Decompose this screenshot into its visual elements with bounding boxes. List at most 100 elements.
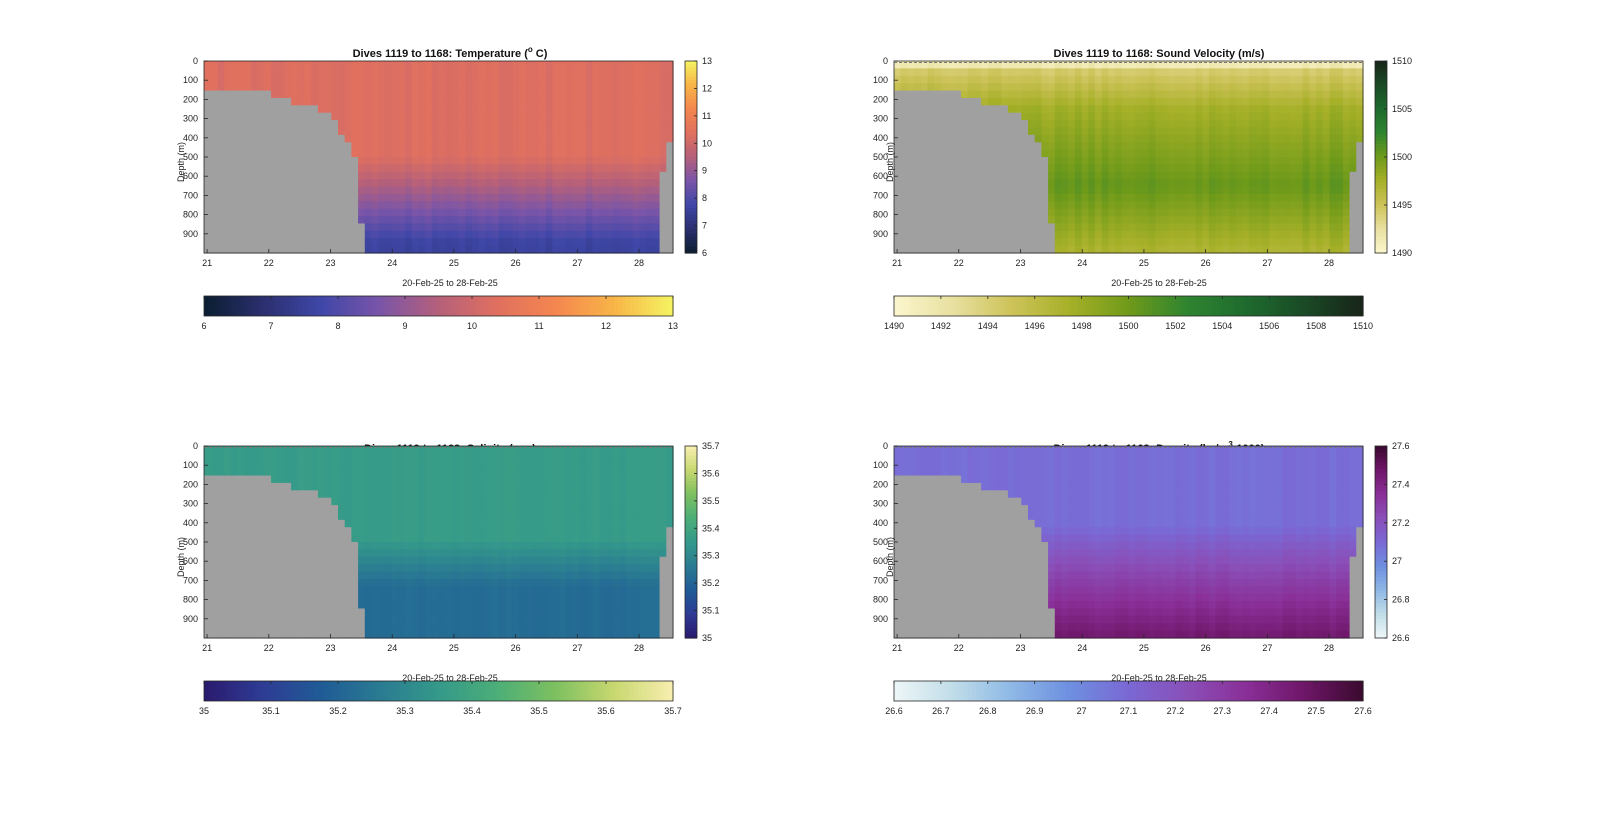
data-cell (659, 149, 667, 158)
data-column (498, 61, 507, 254)
data-cell (927, 245, 935, 254)
data-cell (250, 556, 259, 565)
data-cell (405, 201, 413, 210)
data-cell (384, 186, 393, 195)
data-cell (237, 61, 245, 69)
data-cell (1249, 171, 1257, 180)
data-cell (1121, 142, 1130, 151)
data-cell (559, 68, 567, 77)
data-cell (371, 586, 379, 595)
data-cell (324, 186, 332, 195)
data-cell (1021, 193, 1029, 202)
data-cell (612, 105, 620, 114)
data-cell (297, 201, 306, 210)
data-cell (1001, 179, 1009, 188)
data-cell (1249, 164, 1257, 173)
data-cell (1088, 105, 1096, 114)
data-cell (364, 61, 373, 69)
colorbar-segment (1234, 296, 1239, 316)
data-cell (652, 164, 661, 173)
data-cell (585, 83, 594, 92)
data-cell (1034, 61, 1042, 69)
data-cell (606, 157, 614, 165)
data-cell (224, 120, 232, 129)
data-cell (559, 127, 567, 136)
data-cell (1061, 142, 1069, 151)
data-cell (445, 120, 453, 129)
data-cell (559, 223, 567, 232)
data-cell (204, 68, 212, 77)
colorbar-segment (1167, 296, 1173, 316)
data-cell (324, 571, 332, 580)
data-cell (244, 593, 252, 602)
data-cell (237, 208, 245, 217)
data-cell (465, 134, 473, 143)
data-cell (277, 112, 285, 121)
data-cell (552, 230, 560, 239)
data-cell (1135, 112, 1143, 121)
data-cell (297, 105, 306, 114)
data-column (518, 61, 527, 254)
data-cell (237, 482, 245, 491)
data-cell (492, 223, 500, 232)
colorbar-segment (1042, 296, 1048, 316)
colorbar-segment (481, 296, 486, 316)
data-cell (498, 208, 507, 217)
data-cell (1007, 83, 1016, 92)
data-cell (967, 120, 975, 129)
data-cell (1034, 193, 1042, 202)
data-cell (552, 149, 560, 158)
data-cell (451, 238, 460, 247)
data-cell (498, 142, 507, 151)
data-cell (1188, 127, 1197, 136)
data-cell (1269, 61, 1277, 69)
data-cell (478, 112, 486, 121)
data-cell (358, 593, 366, 602)
data-cell (539, 230, 547, 239)
data-cell (559, 149, 567, 158)
data-cell (1168, 193, 1176, 202)
data-cell (599, 142, 607, 151)
data-cell (974, 61, 982, 69)
colorbar-segment (685, 61, 697, 65)
data-column (250, 61, 259, 254)
colorbar-tick-label: 1508 (1306, 321, 1326, 331)
data-cell (612, 127, 620, 136)
data-cell (264, 142, 272, 151)
data-cell (1128, 223, 1136, 232)
data-cell (1296, 186, 1304, 195)
data-column (465, 61, 473, 254)
data-cell (1208, 164, 1217, 173)
data-cell (271, 120, 279, 129)
data-cell (552, 223, 560, 232)
data-cell (250, 571, 259, 580)
data-cell (257, 586, 265, 595)
data-cell (639, 208, 647, 217)
data-cell (230, 112, 239, 121)
data-cell (940, 149, 949, 158)
data-cell (1255, 230, 1264, 239)
data-cell (1208, 157, 1217, 165)
colorbar-segment (1375, 118, 1387, 123)
data-cell (1088, 157, 1096, 165)
data-cell (250, 505, 259, 514)
data-cell (204, 238, 212, 247)
data-cell (1182, 216, 1190, 225)
data-cell (572, 68, 580, 77)
data-cell (244, 245, 252, 254)
data-cell (230, 527, 239, 536)
data-cell (1322, 186, 1331, 195)
data-cell (1014, 230, 1022, 239)
data-cell (1162, 238, 1170, 247)
data-cell (532, 164, 540, 173)
data-cell (518, 90, 527, 99)
data-cell (1141, 68, 1150, 77)
data-column (907, 61, 915, 254)
data-cell (934, 61, 942, 69)
data-cell (1081, 245, 1089, 254)
data-cell (210, 615, 218, 624)
data-cell (927, 186, 935, 195)
colorbar-segment (563, 296, 569, 316)
data-cell (1088, 97, 1096, 106)
colorbar-segment (1046, 296, 1051, 316)
